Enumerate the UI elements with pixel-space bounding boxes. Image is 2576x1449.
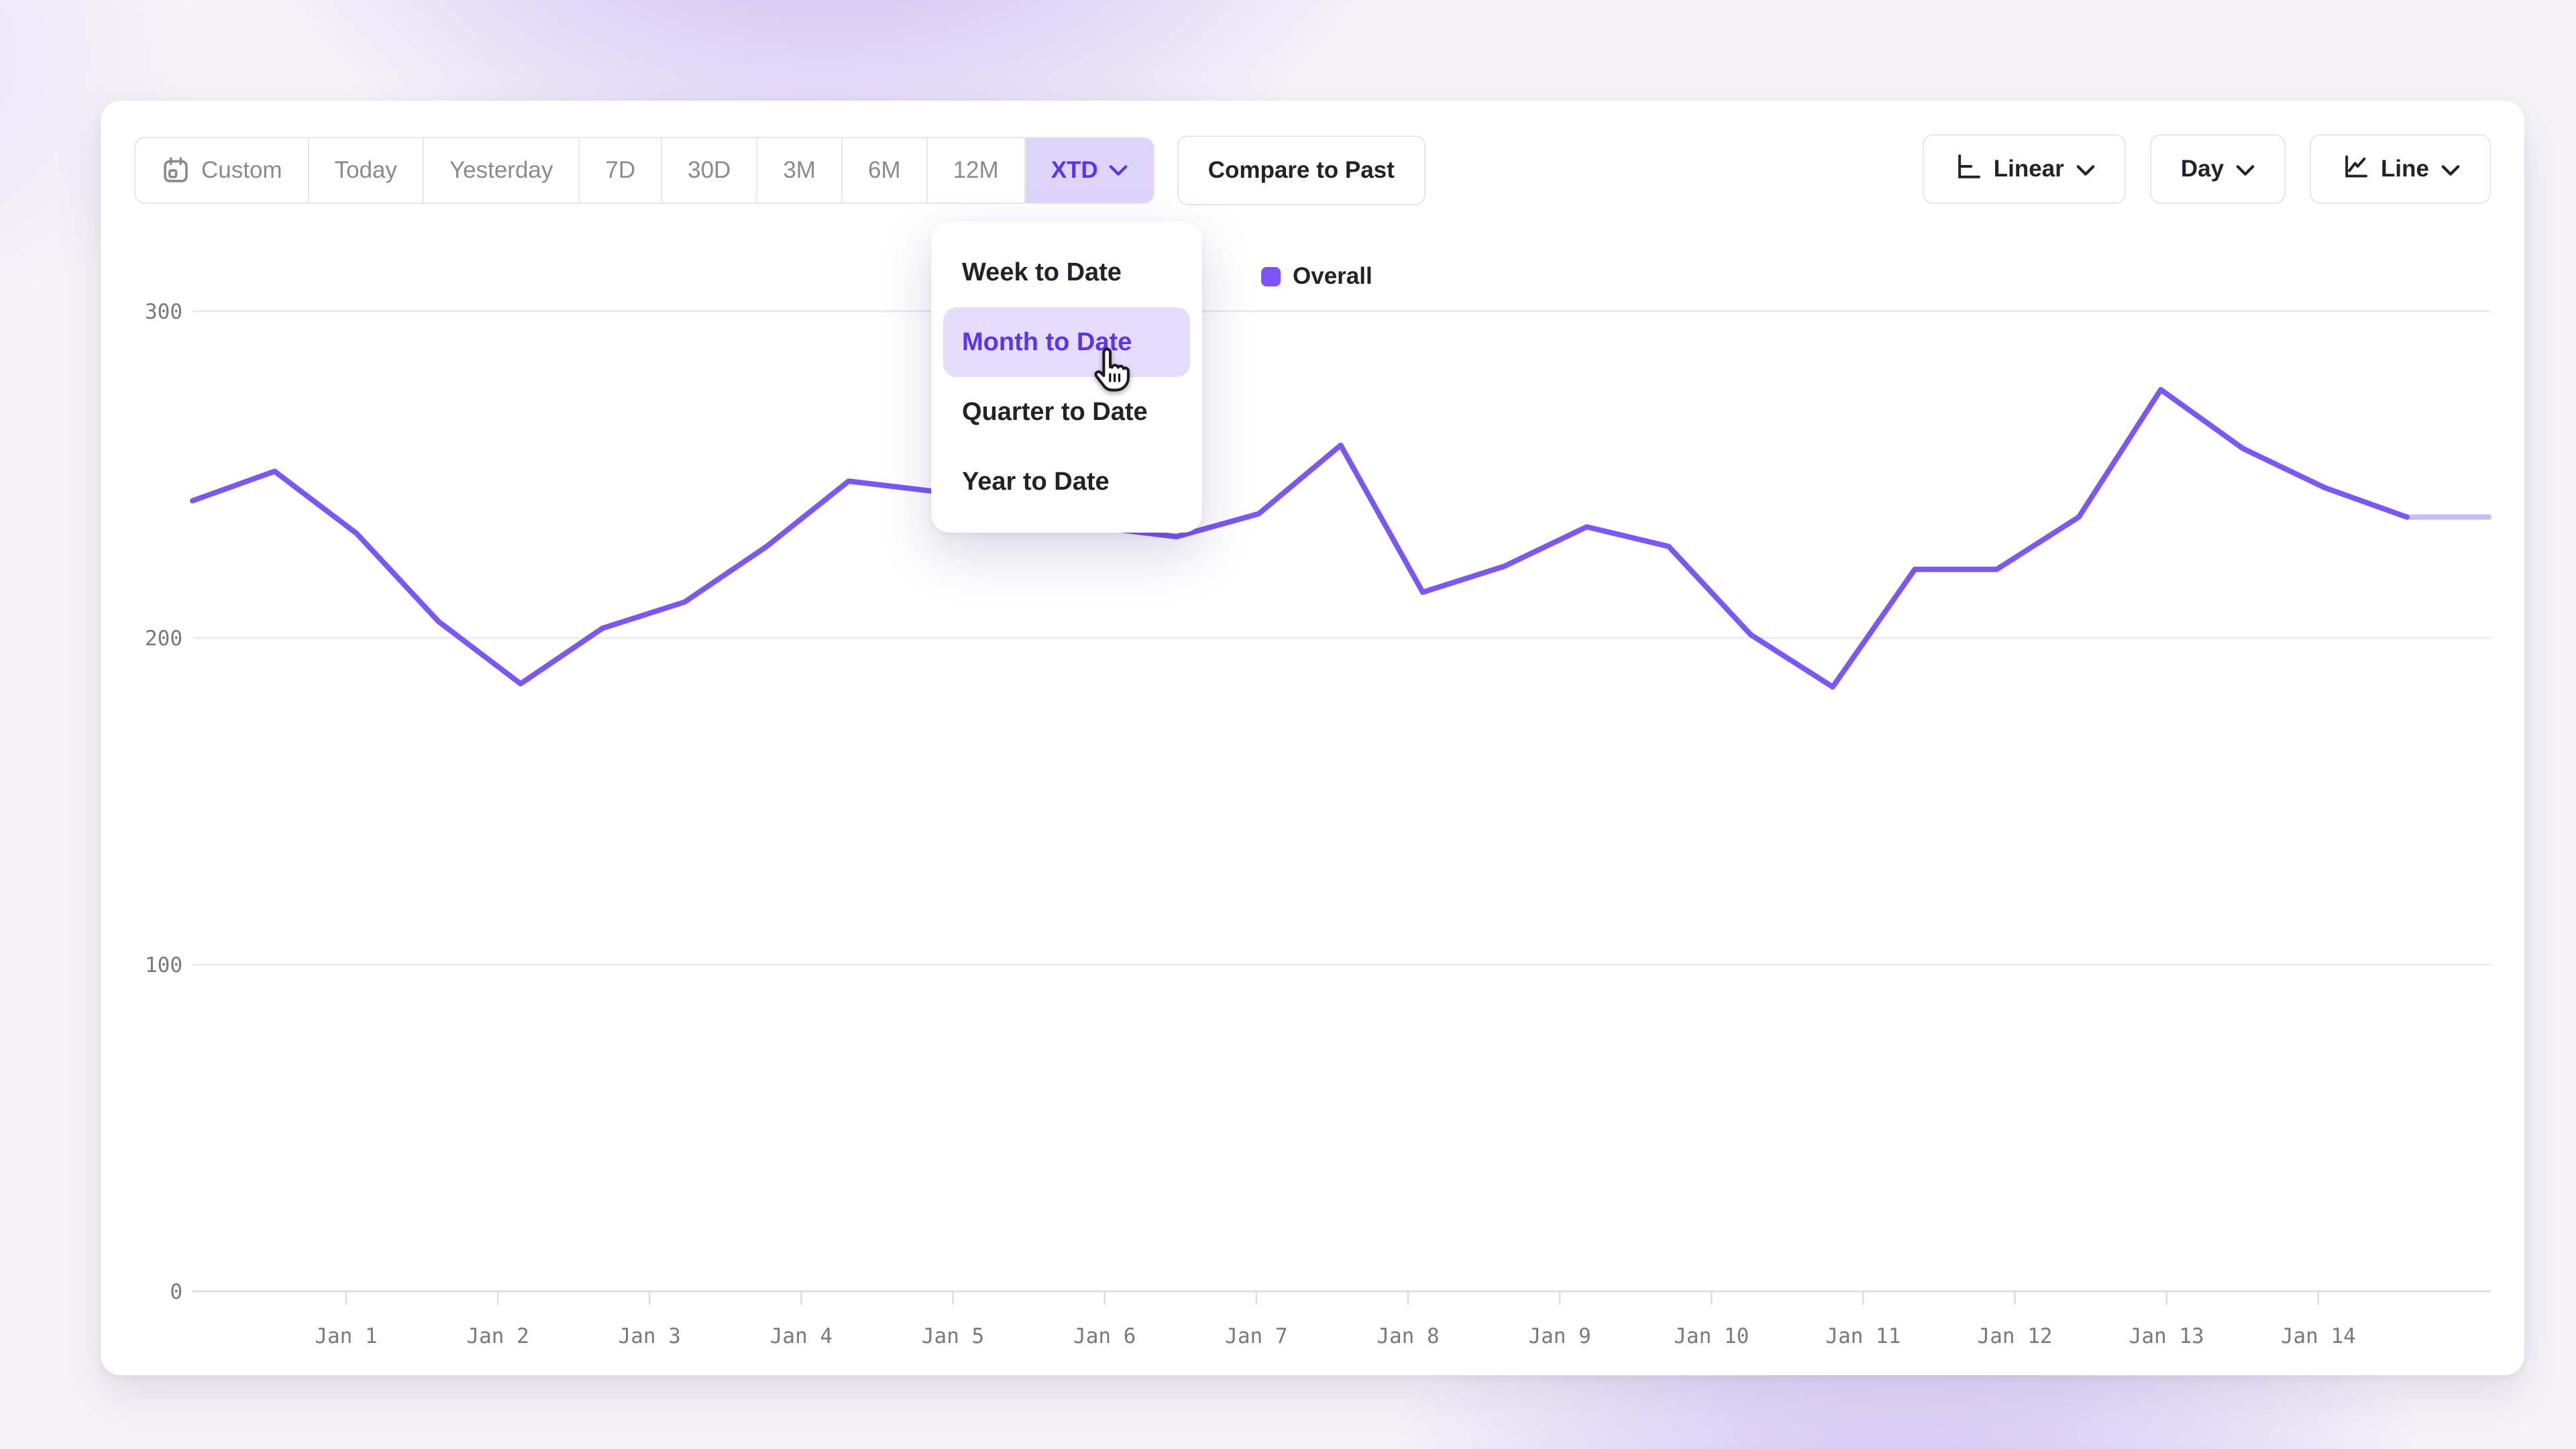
x-tick-label: Jan 9 — [1528, 1324, 1591, 1348]
chart-type-select-button[interactable]: Line — [2310, 134, 2491, 204]
date-range-dropdown: Week to Date Month to Date Quarter to Date… — [931, 221, 1202, 533]
x-tick-label: Jan 14 — [2281, 1324, 2356, 1348]
compare-to-past-label: Compare to Past — [1208, 157, 1395, 183]
range-segment-label: 7D — [605, 157, 636, 183]
line-chart: 0 100 200 300 Jan 1 Jan 2 Jan 3 Jan 4 Jan 5 Jan 6… — [145, 300, 2491, 1348]
x-tick-label: Jan 2 — [466, 1324, 529, 1348]
range-segment-label: 3M — [783, 157, 816, 183]
y-tick-label: 100 — [145, 953, 182, 977]
range-segment-label: XTD — [1051, 157, 1098, 183]
dropdown-item-year-to-date[interactable]: Year to Date — [962, 467, 1110, 496]
chevron-down-icon — [2236, 156, 2255, 182]
range-segment-custom[interactable]: Custom — [136, 138, 308, 203]
range-segment-7d[interactable]: 7D — [578, 138, 661, 203]
x-tick-label: Jan 13 — [2129, 1324, 2204, 1348]
range-segment-label: Today — [334, 157, 397, 183]
chart-type-select-label: Line — [2381, 156, 2429, 182]
toolbar-right: Linear Day Line — [1922, 134, 2491, 204]
chevron-down-icon — [2441, 156, 2460, 182]
x-tick-label: Jan 7 — [1225, 1324, 1287, 1348]
compare-to-past-button[interactable]: Compare to Past — [1177, 136, 1426, 205]
range-segment-label: 12M — [953, 157, 999, 183]
range-segment-6m[interactable]: 6M — [841, 138, 926, 203]
range-segment-today[interactable]: Today — [307, 138, 423, 203]
range-segment-3m[interactable]: 3M — [756, 138, 841, 203]
range-segment-xtd[interactable]: XTD — [1024, 138, 1153, 203]
y-tick-label: 0 — [170, 1280, 182, 1304]
x-tick-label: Jan 8 — [1377, 1324, 1439, 1348]
x-tick-label: Jan 12 — [1978, 1324, 2053, 1348]
dropdown-item-quarter-to-date[interactable]: Quarter to Date — [962, 397, 1148, 426]
cursor-pointer-icon — [1094, 347, 1130, 392]
dropdown-item-month-to-date[interactable]: Month to Date — [943, 307, 1190, 377]
legend-swatch-overall — [1261, 266, 1281, 286]
scale-select-button[interactable]: Linear — [1922, 134, 2126, 204]
y-tick-label: 200 — [145, 627, 182, 651]
chevron-down-icon — [2076, 156, 2095, 182]
range-segment-label: Custom — [201, 157, 282, 183]
x-axis: Jan 1 Jan 2 Jan 3 Jan 4 Jan 5 Jan 6 Jan 7 Jan 8… — [315, 1291, 2356, 1348]
x-tick-label: Jan 4 — [770, 1324, 833, 1348]
series-line-overall — [190, 386, 2410, 690]
x-tick-label: Jan 11 — [1825, 1324, 1900, 1348]
granularity-select-button[interactable]: Day — [2149, 134, 2286, 204]
y-tick-label: 300 — [145, 300, 182, 324]
x-tick-label: Jan 3 — [619, 1324, 681, 1348]
range-segment-label: 6M — [867, 157, 901, 183]
x-tick-label: Jan 5 — [922, 1324, 984, 1348]
legend-label: Overall — [1293, 263, 1373, 289]
dashboard-card: 0 100 200 300 Jan 1 Jan 2 Jan 3 Jan 4 Jan 5 Jan 6… — [101, 101, 2524, 1375]
dropdown-item-week-to-date[interactable]: Week to Date — [962, 258, 1122, 286]
x-tick-label: Jan 10 — [1674, 1324, 1749, 1348]
x-tick-label: Jan 1 — [315, 1324, 377, 1348]
range-segment-yesterday[interactable]: Yesterday — [423, 138, 578, 203]
date-range-control: Custom Today Yesterday 7D 30D 3M 6M 12M XTD — [134, 137, 1155, 204]
range-segment-30d[interactable]: 30D — [661, 138, 756, 203]
range-segment-label: Yesterday — [449, 157, 553, 183]
y-gridlines: 0 100 200 300 — [145, 300, 2491, 1304]
linear-scale-icon — [1953, 152, 1982, 186]
x-tick-label: Jan 6 — [1073, 1324, 1136, 1348]
range-segment-label: 30D — [688, 157, 731, 183]
line-chart-icon — [2341, 152, 2369, 186]
toolbar-left: Custom Today Yesterday 7D 30D 3M 6M 12M XTD Comp… — [134, 136, 1426, 205]
granularity-select-label: Day — [2180, 156, 2224, 182]
chart-legend: Overall — [1261, 263, 1373, 290]
range-segment-12m[interactable]: 12M — [926, 138, 1024, 203]
scale-select-label: Linear — [1993, 156, 2064, 182]
